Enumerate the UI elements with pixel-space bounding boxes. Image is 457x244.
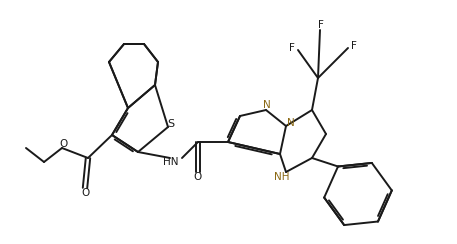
Text: O: O xyxy=(81,188,89,198)
Text: N: N xyxy=(263,100,271,110)
Text: N: N xyxy=(287,118,295,128)
Text: F: F xyxy=(289,43,295,53)
Text: O: O xyxy=(194,172,202,182)
Text: O: O xyxy=(60,139,68,149)
Text: HN: HN xyxy=(163,157,179,167)
Text: NH: NH xyxy=(274,172,290,182)
Text: S: S xyxy=(167,119,175,129)
Text: F: F xyxy=(351,41,357,51)
Text: F: F xyxy=(318,20,324,30)
